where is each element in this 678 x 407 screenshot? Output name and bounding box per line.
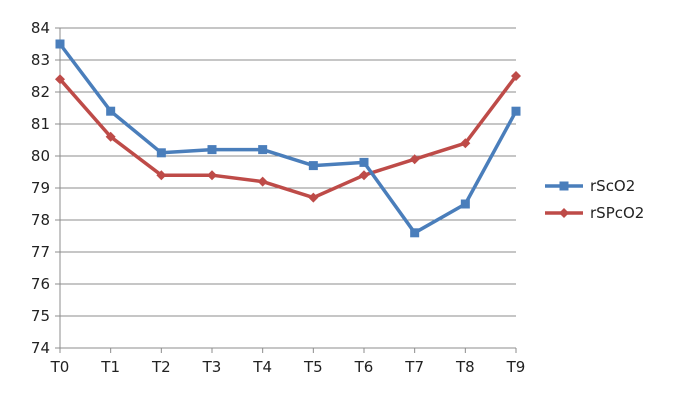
legend-item-rspco2: rSPcO2 [545,204,644,222]
y-tick-label: 79 [31,179,50,197]
x-tick-label: T9 [506,358,526,376]
data-point-rspco2 [409,154,420,165]
data-point-rsco2 [258,145,268,155]
data-point-rspco2 [308,192,319,203]
x-tick-label: T1 [100,358,120,376]
y-tick-label: 80 [31,147,50,165]
data-point-rsco2 [359,157,369,167]
data-point-rspco2 [257,176,268,187]
legend: rScO2 rSPcO2 [545,177,644,222]
data-point-rsco2 [106,106,116,116]
y-tick-label: 76 [31,275,50,293]
x-tick-label: T7 [404,358,424,376]
data-point-rsco2 [55,39,65,49]
data-point-rsco2 [410,228,420,238]
data-point-rspco2 [207,170,217,181]
y-tick-label: 82 [31,83,50,101]
data-point-rspco2 [460,138,471,149]
data-point-rsco2 [308,161,318,171]
y-tick-label: 78 [31,211,50,229]
legend-item-rsco2: rScO2 [545,177,635,195]
data-point-rsco2 [156,148,166,158]
x-tick-label: T4 [252,358,272,376]
y-tick-label: 84 [31,19,50,37]
data-point-rspco2 [55,74,65,85]
y-tick-labels: 74 75 76 77 78 79 80 81 82 83 84 [31,19,50,357]
data-point-rspco2 [156,170,167,181]
y-tick-label: 75 [31,307,50,325]
legend-label: rScO2 [590,177,635,195]
x-tick-label: T0 [50,358,70,376]
x-tick-labels: T0 T1 T2 T3 T4 T5 T6 T7 T8 T9 [50,358,526,376]
y-tick-label: 77 [31,243,50,261]
series-rspco2 [55,71,521,203]
series-line-rsco2 [58,42,518,235]
series-rsco2 [55,39,521,238]
data-point-rsco2 [207,145,217,155]
data-point-rsco2 [460,199,470,209]
data-point-rspco2 [105,131,116,142]
series-lines [55,39,521,238]
series-line-rspco2 [58,74,518,200]
x-tick-label: T8 [455,358,475,376]
data-point-rspco2 [511,71,521,81]
x-tick-label: T5 [303,358,323,376]
y-tick-label: 83 [31,51,50,69]
x-tick-label: T6 [354,358,374,376]
data-point-rspco2 [359,170,369,181]
legend-label: rSPcO2 [590,204,644,222]
x-tick-label: T3 [202,358,222,376]
x-tick-label: T2 [151,358,171,376]
axes [55,27,517,353]
legend-swatch-marker [559,181,569,191]
legend-swatch-marker [559,208,569,218]
y-tick-label: 74 [31,339,50,357]
y-tick-label: 81 [31,115,50,133]
data-point-rsco2 [511,106,521,116]
